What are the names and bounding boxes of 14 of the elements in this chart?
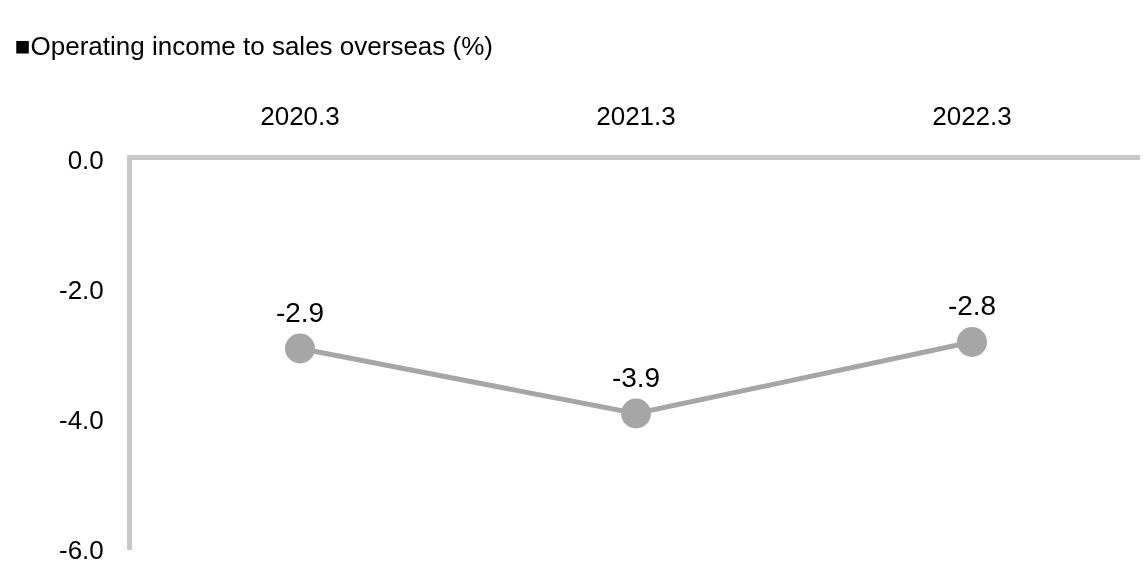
point (285, 333, 315, 364)
point (957, 327, 987, 357)
chart-title: ■Operating income to sales overseas (%) (14, 30, 494, 61)
x-tick-label: 2020.3 (260, 100, 340, 131)
y-tick-label: -4.0 (58, 405, 104, 436)
y-tick-label: -6.0 (58, 535, 104, 566)
point (621, 398, 651, 429)
data-label: -3.9 (611, 361, 661, 393)
x-tick-label: 2022.3 (932, 100, 1012, 131)
data-label: -2.8 (947, 290, 997, 322)
y-tick-label: -2.0 (58, 275, 104, 306)
y-tick-label: 0.0 (67, 145, 104, 176)
data-label: -2.9 (275, 296, 325, 328)
x-tick-label: 2021.3 (596, 100, 676, 131)
